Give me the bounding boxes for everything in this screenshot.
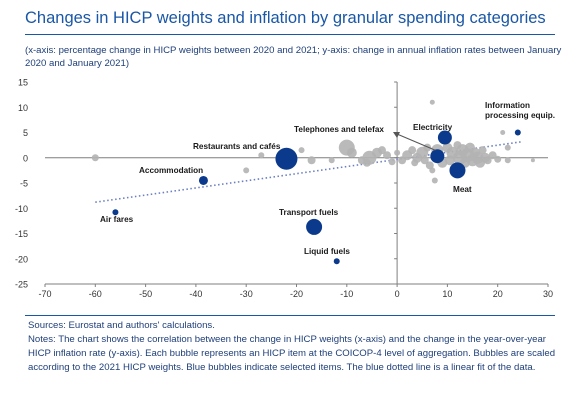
other-bubble [258,152,265,159]
y-tick-label: 5 [23,128,28,138]
other-bubble [500,130,506,135]
other-bubble [494,155,502,163]
other-bubble [483,156,492,165]
other-bubble [307,156,316,165]
x-tick-label: 20 [493,289,503,299]
other-bubble [243,167,250,174]
bubble-label: Accommodation [139,166,203,175]
bubble-label: Transport fuels [279,208,339,217]
highlight-bubble [306,218,323,235]
x-tick-label: -30 [240,289,253,299]
y-tick-label: -5 [20,179,28,189]
other-bubble [504,144,511,151]
bubble-labels: Information processing equip. Electricity T… [100,101,555,256]
bubble-label: Liquid fuels [304,247,350,256]
other-bubble [298,147,305,154]
highlight-bubble [437,130,452,145]
other-bubble [530,158,535,163]
other-bubble [394,149,401,156]
y-tick-label: -10 [15,204,28,214]
other-bubble [408,146,417,155]
other-bubble [488,151,497,160]
bubble-label: Telephones and telefax [294,125,384,134]
other-bubble [388,158,396,166]
other-bubble [91,154,99,162]
other-bubble [429,99,435,105]
x-tick-label: -60 [89,289,102,299]
y-tick-label: -20 [15,254,28,264]
page-title: Changes in HICP weights and inflation by… [25,9,546,27]
bubble-label: Meat [453,185,472,194]
sources-text: Sources: Eurostat and authors' calculati… [28,320,215,331]
other-bubble [431,177,438,184]
bubble-label: Electricity [413,123,453,132]
other-bubble [429,167,436,174]
telephones-arrow-head [393,132,400,138]
y-tick-label: 0 [23,153,28,163]
notes-divider [25,315,555,316]
x-tick-label: -70 [38,289,51,299]
x-tick-label: 0 [395,289,400,299]
highlight-bubble [514,129,521,136]
x-tick-label: -20 [290,289,303,299]
other-bubble [383,151,392,160]
highlight-bubble [275,147,298,170]
bubble-label: Restaurants and cafés [193,142,281,151]
x-tick-label: -40 [189,289,202,299]
x-tick-label: 10 [442,289,452,299]
x-tick-label: -10 [340,289,353,299]
highlight-bubble [112,209,119,216]
other-bubble [425,161,434,170]
highlight-bubble [333,258,340,265]
highlight-bubble [198,175,208,185]
chart-container: -25 -20 -15 -10 -5 0 5 10 15 -70 -60 -50 -40 -30 -20 -1… [0,72,579,313]
bubble-label: Air fares [100,215,134,224]
other-bubble [378,146,387,155]
title-divider [25,34,555,35]
notes-text: Notes: The chart shows the correlation b… [28,334,556,373]
y-tick-label: -25 [15,280,28,290]
y-tick-label: 15 [18,78,28,88]
highlight-bubble [430,149,445,164]
other-bubble [420,156,429,165]
telephones-arrow-line [396,133,436,151]
other-bubble [346,147,357,158]
highlight-bubble [449,162,466,179]
notes-block: Sources: Eurostat and authors' calculati… [28,319,563,375]
other-bubble [504,157,511,164]
other-bubble [478,146,487,155]
highlighted-bubbles [112,129,521,265]
bubble-label: Information processing equip. [485,101,555,120]
y-tick-label: -15 [15,229,28,239]
other-bubble [328,157,335,164]
chart-subtitle: (x-axis: percentage change in HICP weigh… [25,45,562,69]
x-tick-label: -50 [139,289,152,299]
x-tick-label: 30 [543,289,553,299]
y-tick-label: 10 [18,103,28,113]
other-bubbles [91,99,535,184]
